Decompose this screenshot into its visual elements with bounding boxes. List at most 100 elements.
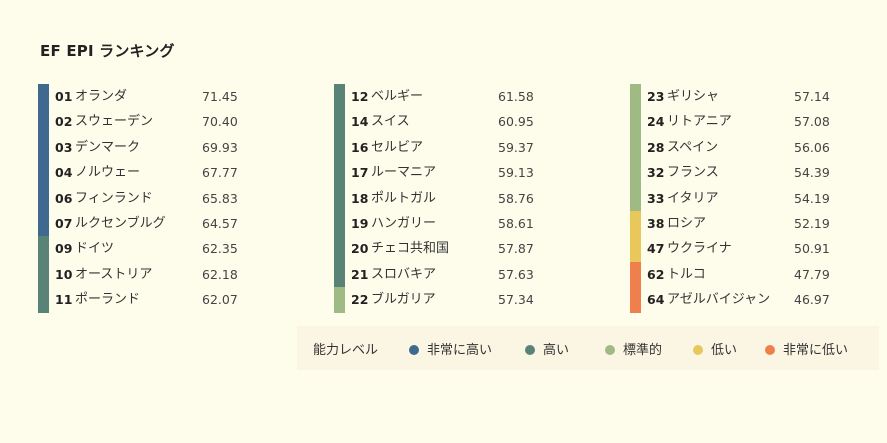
ranking-row: 07 ルクセンブルグ 64.57: [38, 210, 268, 237]
score-label: 57.34: [498, 292, 534, 308]
country-label: ノルウェー: [75, 165, 141, 181]
score-label: 64.57: [202, 215, 238, 231]
ranking-row: 14 スイス 60.95: [334, 109, 564, 135]
country-label: オーストリア: [75, 266, 153, 282]
country-label: フランス: [667, 165, 719, 181]
score-label: 57.14: [794, 89, 830, 104]
level-bar: [630, 84, 641, 110]
country-label: ドイツ: [75, 241, 115, 257]
country-label: デンマーク: [75, 139, 141, 155]
rank-label: 24: [647, 114, 665, 130]
level-bar: [630, 185, 641, 211]
ranking-row: 03 デンマーク 69.93: [38, 134, 268, 161]
score-label: 59.37: [498, 139, 534, 155]
level-bar: [334, 84, 345, 110]
score-label: 52.19: [794, 215, 830, 231]
ranking-row: 33 イタリア 54.19: [630, 185, 860, 211]
country-label: ギリシャ: [667, 89, 720, 104]
level-bar: [38, 287, 49, 313]
score-label: 61.58: [498, 89, 534, 104]
score-label: 71.45: [202, 89, 238, 104]
level-bar: [334, 236, 345, 262]
level-bar: [38, 261, 49, 288]
ranking-row: 28 スペイン 56.06: [630, 134, 860, 161]
level-bar: [630, 160, 641, 186]
legend-dot-icon: [525, 345, 535, 355]
rank-label: 07: [55, 215, 73, 231]
level-bar: [630, 236, 641, 262]
ranking-row: 01 オランダ 71.45: [38, 84, 268, 110]
country-label: ウクライナ: [667, 241, 732, 257]
legend-item: 非常に低い: [765, 339, 848, 358]
rank-label: 02: [55, 114, 73, 130]
ranking-row: 04 ノルウェー 67.77: [38, 160, 268, 186]
score-label: 70.40: [202, 114, 238, 130]
country-label: ブルガリア: [371, 292, 436, 308]
level-bar: [630, 134, 641, 161]
country-label: ポーランド: [75, 292, 141, 308]
level-bar: [630, 210, 641, 237]
ranking-row: 11 ポーランド 62.07: [38, 287, 268, 313]
score-label: 47.79: [794, 266, 830, 282]
country-label: ベルギー: [371, 89, 424, 104]
score-label: 58.61: [498, 215, 534, 231]
score-label: 60.95: [498, 114, 534, 130]
rank-label: 12: [351, 89, 369, 104]
legend-item: 標準的: [605, 339, 662, 358]
score-label: 69.93: [202, 139, 238, 155]
legend-dot-icon: [605, 345, 615, 355]
level-bar: [38, 134, 49, 161]
rank-label: 03: [55, 139, 73, 155]
rank-label: 10: [55, 266, 73, 282]
ranking-row: 23 ギリシャ 57.14: [630, 84, 860, 110]
rank-label: 06: [55, 190, 73, 206]
legend: 能力レベル 非常に高い 高い 標準的 低い 非常に低い: [297, 326, 879, 370]
score-label: 57.63: [498, 266, 534, 282]
level-bar: [38, 109, 49, 135]
level-bar: [630, 287, 641, 313]
legend-item: 高い: [525, 339, 569, 358]
chart-title: EF EPI ランキング: [40, 42, 175, 60]
country-label: セルビア: [371, 139, 424, 155]
ranking-row: 24 リトアニア 57.08: [630, 109, 860, 135]
level-bar: [334, 160, 345, 186]
ranking-row: 02 スウェーデン 70.40: [38, 109, 268, 135]
score-label: 62.18: [202, 266, 238, 282]
ranking-row: 22 ブルガリア 57.34: [334, 287, 564, 313]
country-label: リトアニア: [667, 114, 732, 130]
country-label: フィンランド: [75, 190, 153, 206]
ranking-row: 19 ハンガリー 58.61: [334, 210, 564, 237]
country-label: ルクセンブルグ: [75, 215, 166, 231]
ranking-column-3: 23 ギリシャ 57.14 24 リトアニア 57.08 28 スペイン 56.06 32 フランス…: [630, 84, 860, 313]
country-label: ポルトガル: [371, 190, 437, 206]
rank-label: 23: [647, 89, 665, 104]
score-label: 58.76: [498, 190, 534, 206]
level-bar: [38, 210, 49, 237]
score-label: 46.97: [794, 292, 830, 308]
rank-label: 32: [647, 165, 665, 181]
rank-label: 01: [55, 89, 73, 104]
rank-label: 64: [647, 292, 665, 308]
level-bar: [334, 261, 345, 288]
ranking-column-1: 01 オランダ 71.45 02 スウェーデン 70.40 03 デンマーク 69.93 04 ノル…: [38, 84, 268, 313]
rank-label: 16: [351, 139, 369, 155]
score-label: 54.39: [794, 165, 830, 181]
rank-label: 22: [351, 292, 369, 308]
country-label: ルーマニア: [371, 165, 437, 181]
ranking-row: 06 フィンランド 65.83: [38, 185, 268, 211]
ranking-row: 64 アゼルバイジャン 46.97: [630, 287, 860, 313]
rank-label: 21: [351, 266, 369, 282]
rank-label: 33: [647, 190, 665, 206]
score-label: 57.08: [794, 114, 830, 130]
rank-label: 04: [55, 165, 73, 181]
country-label: アゼルバイジャン: [667, 292, 771, 308]
level-bar: [38, 185, 49, 211]
level-bar: [38, 236, 49, 262]
rank-label: 38: [647, 215, 665, 231]
score-label: 62.35: [202, 241, 238, 257]
country-label: チェコ共和国: [371, 241, 450, 257]
legend-item: 低い: [693, 339, 737, 358]
level-bar: [334, 109, 345, 135]
ranking-row: 10 オーストリア 62.18: [38, 261, 268, 288]
score-label: 54.19: [794, 190, 830, 206]
